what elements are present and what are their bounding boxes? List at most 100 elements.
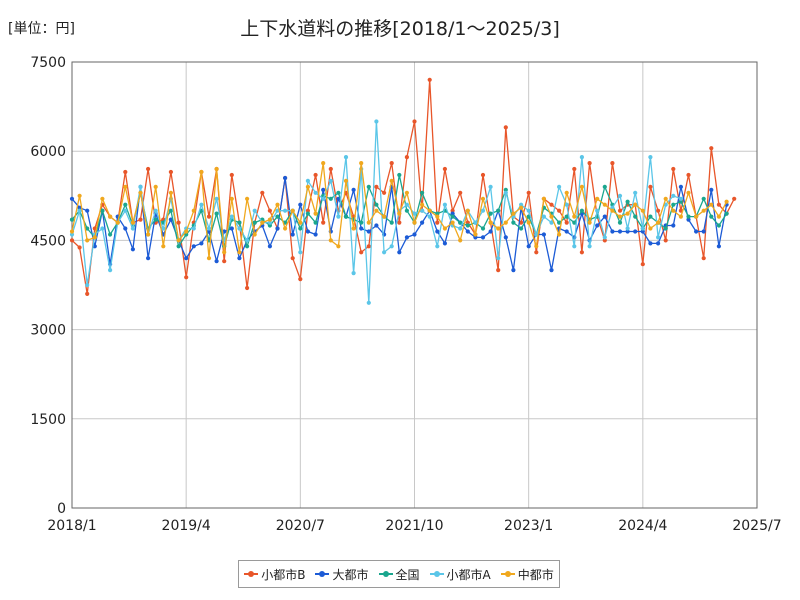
data-point xyxy=(328,238,333,243)
data-point xyxy=(374,202,379,207)
data-point xyxy=(397,250,402,255)
legend-label: 中都市 xyxy=(517,567,554,582)
data-point xyxy=(480,226,486,231)
data-point xyxy=(480,172,486,178)
data-point xyxy=(199,241,204,246)
data-point xyxy=(366,244,371,249)
data-point xyxy=(168,190,173,195)
data-point xyxy=(442,202,447,207)
data-point xyxy=(305,229,310,234)
data-point xyxy=(701,229,706,234)
data-point xyxy=(694,214,699,219)
data-point xyxy=(678,196,684,201)
data-point xyxy=(686,217,691,222)
data-point xyxy=(686,214,691,219)
data-point xyxy=(206,214,212,219)
data-point xyxy=(420,220,425,225)
legend-marker xyxy=(500,569,515,579)
data-point xyxy=(77,193,82,198)
data-point xyxy=(465,229,470,234)
data-point xyxy=(534,250,539,255)
data-point xyxy=(663,238,668,243)
data-point xyxy=(435,211,440,216)
data-point xyxy=(69,238,75,243)
data-point xyxy=(298,220,303,225)
data-point xyxy=(716,244,722,249)
data-point xyxy=(709,214,714,219)
data-point xyxy=(473,220,478,225)
data-point xyxy=(579,184,585,189)
data-point xyxy=(450,214,455,219)
data-point xyxy=(511,211,516,216)
data-point xyxy=(229,196,234,201)
legend-item: 大都市 xyxy=(315,566,369,583)
data-point xyxy=(237,256,242,261)
data-point xyxy=(534,244,539,249)
data-point xyxy=(108,268,113,273)
data-point xyxy=(572,244,577,249)
data-point xyxy=(694,229,699,234)
data-point xyxy=(336,244,341,249)
data-point xyxy=(404,208,409,213)
data-point xyxy=(602,184,607,189)
data-point xyxy=(343,155,349,160)
data-point xyxy=(678,199,684,204)
data-point xyxy=(100,208,105,213)
data-point xyxy=(123,202,128,207)
data-point xyxy=(465,220,470,225)
data-point xyxy=(404,235,409,240)
data-point xyxy=(321,196,326,201)
data-point xyxy=(511,220,516,225)
data-point xyxy=(214,211,219,216)
data-point xyxy=(671,193,676,198)
legend-label: 大都市 xyxy=(332,567,369,582)
data-point xyxy=(69,229,75,234)
data-point xyxy=(564,190,569,195)
data-point xyxy=(640,229,645,234)
data-point xyxy=(298,226,303,231)
data-point xyxy=(305,184,310,189)
data-point xyxy=(153,217,158,222)
data-point xyxy=(427,214,432,219)
data-point xyxy=(184,275,189,280)
data-point xyxy=(351,187,356,192)
data-point xyxy=(716,223,722,228)
data-point xyxy=(404,202,409,207)
data-point xyxy=(313,190,318,195)
data-point xyxy=(633,202,638,207)
legend-label: 小都市A xyxy=(446,567,491,582)
data-point xyxy=(488,184,493,189)
data-point xyxy=(374,184,379,189)
data-point xyxy=(602,214,607,219)
data-point xyxy=(678,184,684,189)
data-point xyxy=(108,232,113,237)
data-point xyxy=(701,208,706,213)
data-point xyxy=(511,268,516,273)
data-point xyxy=(549,202,554,207)
data-point xyxy=(534,232,539,237)
data-point xyxy=(328,196,333,201)
data-point xyxy=(541,232,547,237)
chart-title: 上下水道料の推移[2018/1～2025/3] xyxy=(240,18,560,40)
data-point xyxy=(214,196,219,201)
data-point xyxy=(313,220,318,225)
data-point xyxy=(313,232,318,237)
x-tick-label: 2018/1 xyxy=(47,518,96,534)
data-point xyxy=(671,166,676,172)
data-point xyxy=(321,220,326,225)
data-point xyxy=(526,190,531,195)
data-point xyxy=(389,161,394,166)
data-point xyxy=(298,202,303,207)
data-point xyxy=(701,256,706,261)
data-point xyxy=(427,77,432,82)
data-point xyxy=(602,238,607,243)
data-point xyxy=(184,229,189,234)
data-point xyxy=(366,184,371,189)
data-point xyxy=(412,119,417,124)
data-point xyxy=(138,217,143,222)
data-point xyxy=(572,220,577,225)
data-point xyxy=(275,214,280,219)
data-point xyxy=(610,161,615,166)
data-point xyxy=(701,196,706,201)
data-point xyxy=(229,214,234,219)
